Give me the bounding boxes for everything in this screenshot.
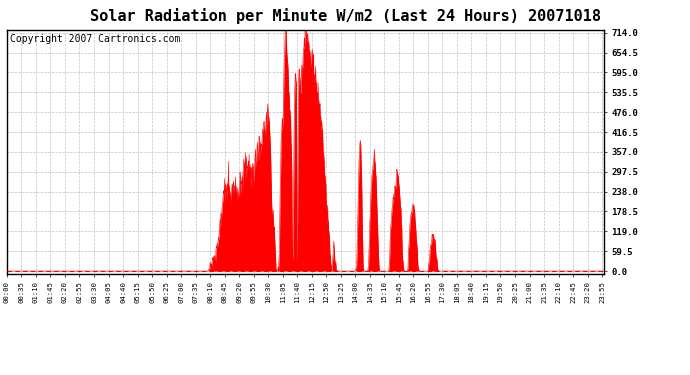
Text: Copyright 2007 Cartronics.com: Copyright 2007 Cartronics.com	[10, 34, 180, 44]
Text: Solar Radiation per Minute W/m2 (Last 24 Hours) 20071018: Solar Radiation per Minute W/m2 (Last 24…	[90, 8, 600, 24]
